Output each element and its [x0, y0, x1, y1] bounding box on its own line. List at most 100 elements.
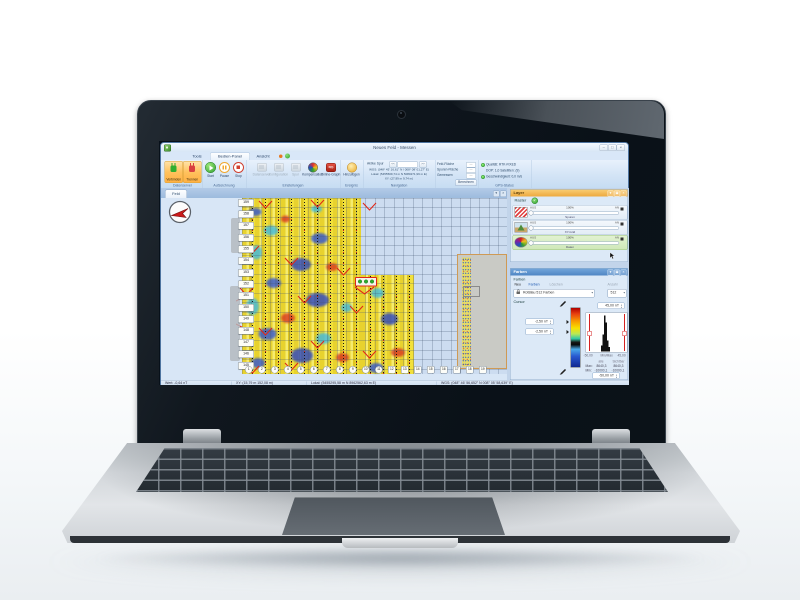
histogram-min-handle[interactable]: [587, 331, 592, 336]
mid-marker-icon: [566, 320, 569, 324]
next-track-button[interactable]: >>: [419, 161, 427, 168]
opacity-slider[interactable]: [530, 241, 619, 245]
layer-toggle[interactable]: [620, 222, 624, 226]
boundary-handle[interactable]: [230, 286, 240, 361]
wgs-coords: WGS: (048° 45' 16,61" N / 008° 08' 01,27…: [369, 168, 429, 172]
opacity-slider[interactable]: [530, 226, 619, 230]
track-badge[interactable]: 156: [238, 234, 254, 242]
track-badge[interactable]: 147: [238, 339, 254, 347]
selection-box[interactable]: [463, 286, 480, 297]
online-graph-icon[interactable]: F(t): [326, 163, 336, 172]
lokal-coords: Lokal: (5455509,74 m N 5080271,99 m E): [371, 173, 427, 176]
group-einstellungen: Datenserver Konfiguration Spur Kompensat…: [246, 160, 341, 188]
opacity-slider[interactable]: [530, 211, 619, 215]
status-lokal: Lokal: (5455295,58 m N 8962562,63 m E): [311, 381, 377, 386]
grid-thumbnail-icon: [514, 222, 528, 233]
panel-pin-icon[interactable]: ▣: [614, 190, 620, 197]
start-button[interactable]: [205, 162, 216, 173]
track-number: 6: [310, 366, 318, 374]
farben-panel: Farben ▾ ▣ × Farben Neu Farben Löschen A…: [510, 268, 628, 380]
tab-ansicht[interactable]: Ansicht: [256, 154, 270, 159]
track-badge[interactable]: 153: [238, 269, 254, 277]
secondary-field[interactable]: [457, 254, 507, 369]
bezel-reflection: [449, 101, 664, 139]
panel-close-icon[interactable]: ×: [620, 190, 627, 197]
track-badge[interactable]: 155: [238, 245, 254, 253]
layer-row-grid[interactable]: AUS 100% AN XY-Grid: [512, 220, 628, 235]
active-track-field[interactable]: [397, 161, 418, 168]
min-value-field[interactable]: -50,00 nT ▲ ▼: [592, 372, 620, 379]
track-badge[interactable]: 146: [238, 350, 254, 358]
help-icon[interactable]: [285, 153, 290, 159]
maximize-button[interactable]: □: [608, 144, 617, 151]
track-badge[interactable]: 151: [238, 292, 254, 300]
tab-tools[interactable]: Tools: [192, 154, 202, 159]
neu-button[interactable]: Neu: [514, 283, 521, 287]
minimize-button[interactable]: –: [599, 144, 608, 151]
prev-track-button[interactable]: <<: [389, 161, 397, 168]
layer-toggle[interactable]: [620, 207, 624, 211]
track-badge[interactable]: 150: [238, 304, 254, 312]
mid-value-field-2[interactable]: -2,50 nT ▲ ▼: [525, 328, 554, 335]
daten-thumbnail-icon: [514, 237, 528, 248]
histogram-max-handle[interactable]: [622, 331, 627, 336]
trennen-button[interactable]: Trennen: [183, 161, 202, 183]
group-aufzeichnung: Start Pause Stop Aufzeichnung: [202, 160, 247, 188]
boundary-handle[interactable]: [231, 218, 240, 253]
stop-button[interactable]: [233, 162, 244, 173]
farben-button[interactable]: Farben: [528, 283, 540, 287]
farben-panel-header[interactable]: Farben ▾ ▣ ×: [510, 268, 628, 276]
palette-dropdown[interactable]: RotBlau 512 Farben ▾: [513, 289, 595, 298]
layer-row-spuren[interactable]: AUS 100% AN Spuren: [512, 205, 628, 220]
loeschen-button[interactable]: Löschen: [549, 283, 563, 287]
layer-panel-header[interactable]: Layer ▾ ▣ ×: [510, 189, 628, 197]
panel-close-icon[interactable]: ×: [620, 269, 627, 276]
gps-speed-dot: [481, 175, 485, 179]
gps-speed: Geschwindigkeit: 0,0 m/s: [486, 175, 523, 179]
kompensation-icon[interactable]: [308, 162, 318, 173]
berechnen-button[interactable]: Berechnen: [455, 179, 477, 186]
layer-toggle[interactable]: [620, 237, 624, 241]
track-number: 4: [284, 366, 292, 374]
canvas-pin-icon[interactable]: ▾: [493, 190, 500, 197]
verbinden-button[interactable]: Verbinden: [164, 161, 183, 183]
track-badge[interactable]: 159: [238, 199, 254, 207]
scale-handle-top-icon[interactable]: [560, 300, 567, 307]
panel-pin-icon[interactable]: ▣: [614, 269, 620, 276]
anzahl-dropdown[interactable]: 512 ▾: [607, 289, 627, 298]
gps-dop: DOP: 1,0 Satelliten: (9): [486, 169, 520, 173]
track-badge[interactable]: 149: [238, 315, 254, 323]
tab-bedien-panel[interactable]: Bedien-Panel: [210, 152, 250, 161]
pause-button[interactable]: [219, 162, 230, 173]
opacity-slider-handle[interactable]: [528, 225, 534, 231]
scale-handle-bottom-icon[interactable]: [560, 368, 567, 375]
histogram[interactable]: [585, 312, 628, 353]
track-badge[interactable]: 158: [238, 210, 254, 218]
track-badge[interactable]: 152: [238, 280, 254, 288]
max-value-field[interactable]: 45,00 nT ▲ ▼: [597, 302, 625, 309]
track-number: 1: [245, 366, 253, 374]
close-button[interactable]: ×: [616, 144, 625, 151]
color-scale[interactable]: [570, 307, 581, 368]
mid-value-field-1[interactable]: -2,50 nT ▲ ▼: [525, 318, 554, 325]
panel-collapse-icon[interactable]: ▾: [607, 269, 614, 276]
layer-row-daten[interactable]: AUS 100% AN Daten: [512, 235, 628, 250]
track-badge[interactable]: 157: [238, 222, 254, 230]
track-number: 12: [388, 366, 396, 374]
canvas-close-icon[interactable]: ×: [500, 190, 507, 197]
quick-access-icon[interactable]: [279, 154, 283, 158]
group-flaechen: Feld-Fläche --- Spuren-Fläche --- Gemess…: [435, 160, 479, 188]
opacity-slider-handle[interactable]: [528, 210, 534, 216]
panel-collapse-icon[interactable]: ▾: [607, 190, 614, 197]
konfiguration-icon: [274, 163, 284, 172]
hinzufuegen-icon[interactable]: [347, 162, 357, 173]
opacity-slider-handle[interactable]: [528, 240, 534, 246]
group-gps-status: Qualität: RTK-FIXED DOP: 1,0 Satelliten:…: [478, 160, 532, 188]
raster-check-icon[interactable]: ✓: [531, 197, 538, 204]
track-badge[interactable]: 154: [238, 257, 254, 265]
spuren-thumbnail-icon: [514, 207, 528, 218]
tab-feld[interactable]: Feld: [165, 189, 187, 199]
active-sensor-marker[interactable]: [355, 277, 377, 287]
status-xy: XY: (15,79 m 152,08 m): [236, 381, 273, 386]
track-badge[interactable]: 148: [238, 327, 254, 335]
